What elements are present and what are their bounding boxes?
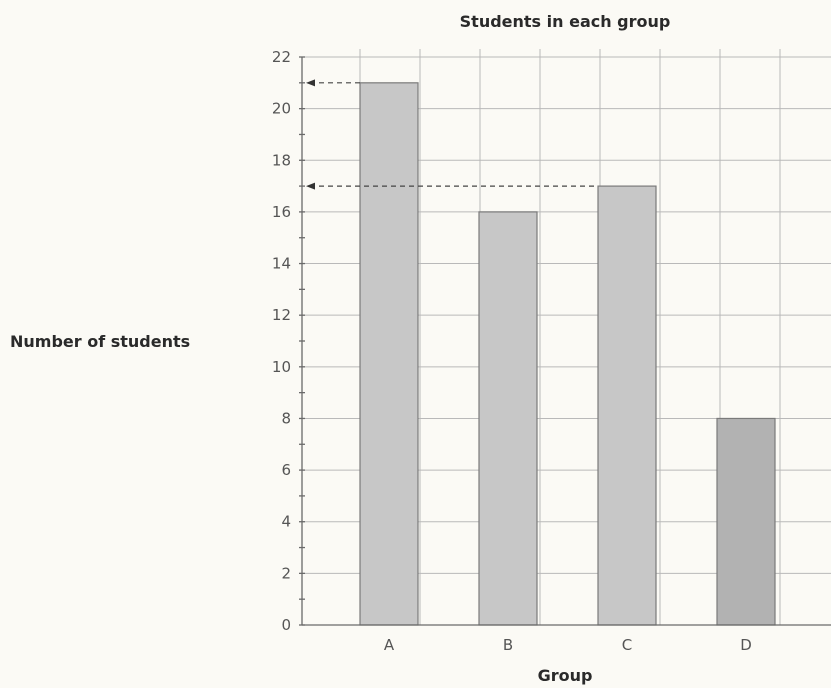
x-tick-label-c: C	[622, 636, 632, 654]
y-tick-label: 10	[272, 358, 291, 376]
x-tick-label-b: B	[503, 636, 513, 654]
x-tick-label-d: D	[740, 636, 752, 654]
chart-title: Students in each group	[460, 12, 671, 31]
x-tick-label-a: A	[384, 636, 395, 654]
y-tick-label: 0	[281, 616, 291, 634]
y-tick-labels: 0 2 4 6 8 10 12 14 16 18 20 22	[272, 48, 291, 634]
guide-arrow-a	[306, 79, 315, 87]
bar-d	[716, 417, 776, 626]
bar-b	[478, 211, 538, 626]
guide-arrow-c	[306, 182, 315, 190]
bar-c	[597, 185, 657, 626]
y-tick-label: 6	[281, 461, 291, 479]
y-tick-label: 12	[272, 306, 291, 324]
y-tick-label: 16	[272, 203, 291, 221]
x-tick-labels: A B C D	[384, 636, 752, 654]
y-tick-label: 4	[281, 513, 291, 531]
y-axis-label: Number of students	[10, 332, 190, 351]
y-tick-label: 14	[272, 255, 291, 273]
x-axis-label: Group	[538, 666, 593, 685]
y-tick-label: 8	[281, 409, 291, 427]
axes	[299, 56, 831, 626]
guide-lines	[306, 79, 598, 190]
y-tick-label: 18	[272, 151, 291, 169]
y-tick-label: 22	[272, 48, 291, 66]
y-tick-label: 2	[281, 564, 291, 582]
bar-a	[359, 82, 419, 626]
bars	[359, 82, 776, 626]
y-tick-label: 20	[272, 100, 291, 118]
